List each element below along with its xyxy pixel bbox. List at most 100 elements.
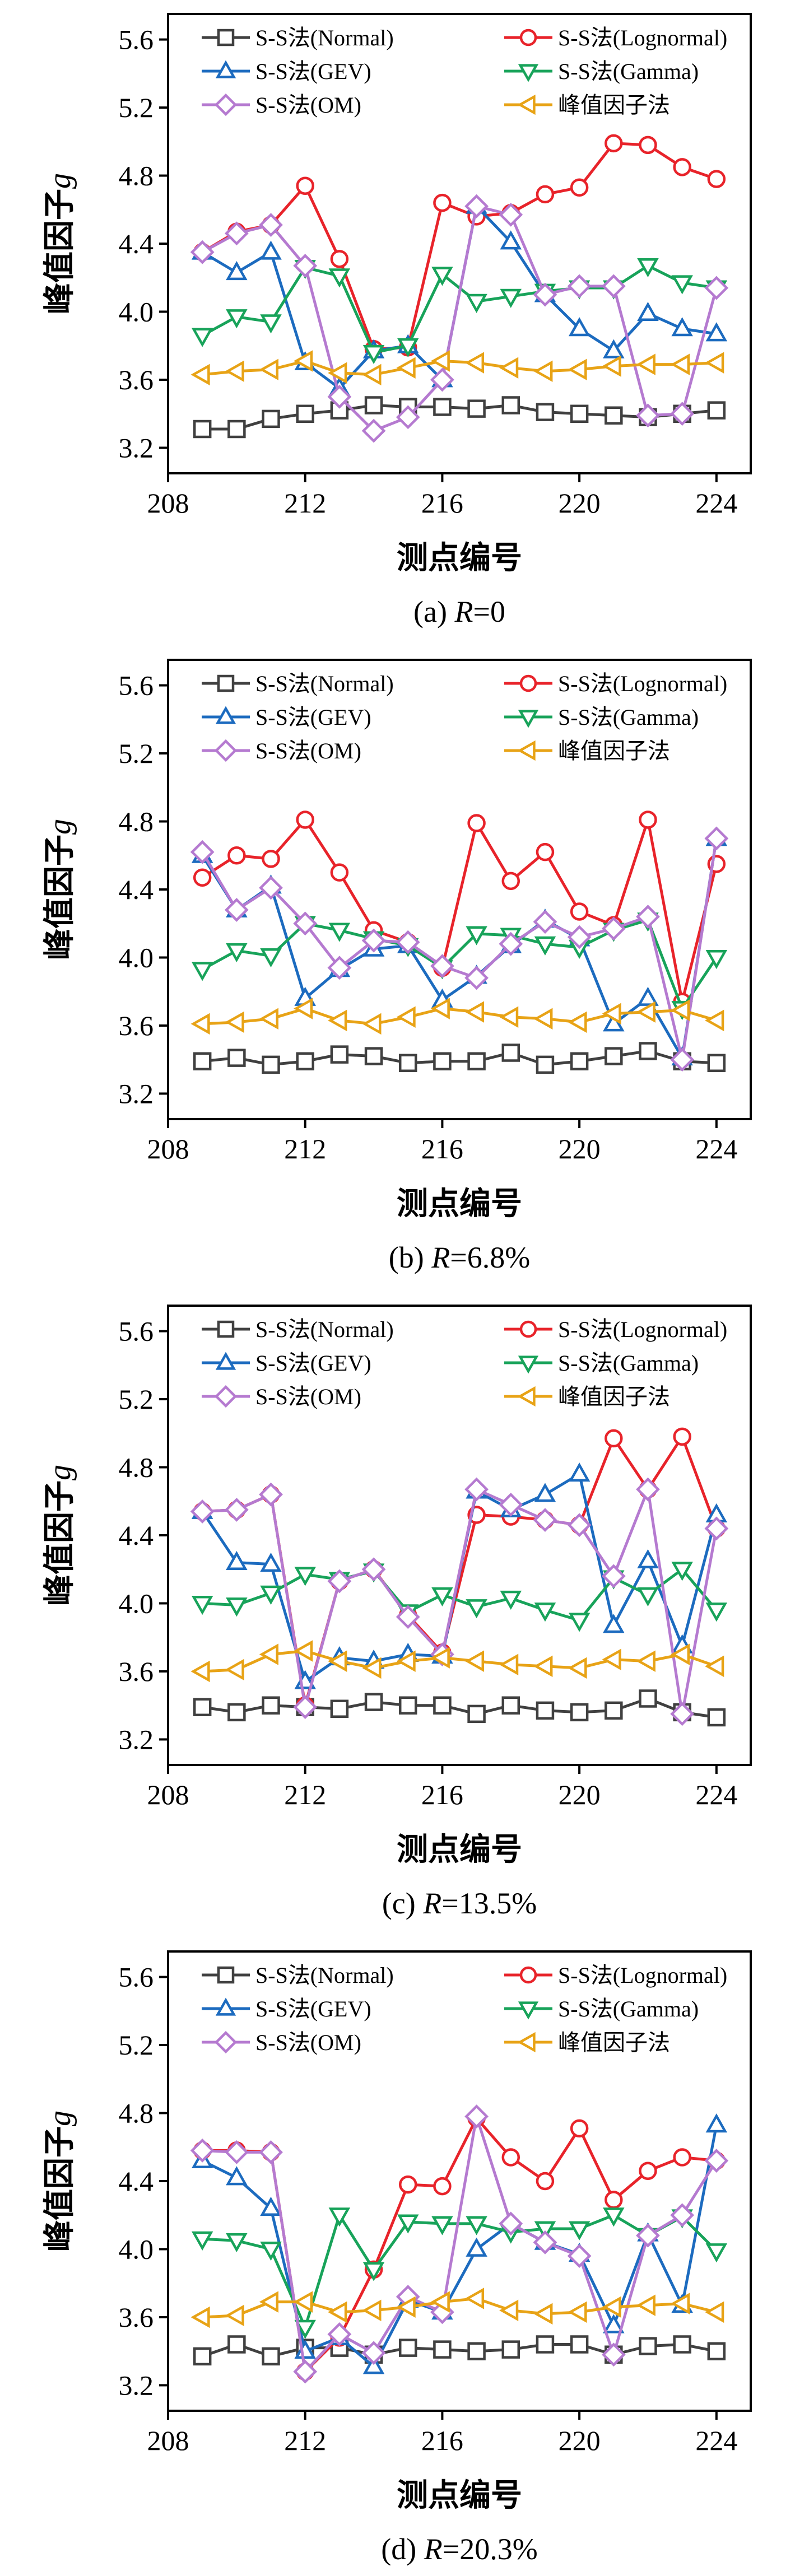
legend-marker <box>518 710 539 728</box>
data-point <box>294 1567 316 1586</box>
data-point <box>466 294 487 313</box>
data-point <box>294 2319 316 2339</box>
data-point <box>534 936 556 956</box>
y-axis-title-variable: g <box>43 2111 77 2126</box>
y-tick-label: 4.0 <box>119 942 154 973</box>
data-point <box>639 2337 657 2355</box>
data-point <box>226 943 248 963</box>
data-point <box>190 2138 215 2163</box>
data-point <box>398 2175 417 2194</box>
data-point <box>639 1042 657 1060</box>
panel-caption: (a) R=0 <box>413 595 505 628</box>
data-point <box>467 1704 486 1723</box>
legend-item: S-S法(Lognormal) <box>504 25 727 50</box>
data-point <box>570 404 589 423</box>
data-point <box>433 1052 452 1070</box>
data-point <box>327 384 352 409</box>
x-tick-label: 212 <box>284 1133 326 1164</box>
data-point <box>226 309 248 329</box>
series-line <box>202 1050 717 1066</box>
data-point <box>294 350 313 372</box>
data-point <box>328 923 351 942</box>
data-point <box>533 1655 553 1678</box>
data-point <box>464 194 489 218</box>
legend-label: 峰值因子法 <box>558 1384 670 1409</box>
data-point <box>328 2301 347 2323</box>
data-point <box>430 1647 450 1669</box>
data-point <box>501 2148 520 2167</box>
x-tick-label: 224 <box>695 487 737 519</box>
data-point <box>464 1001 485 1023</box>
data-point <box>259 213 283 237</box>
y-axis-title: 峰值因子g <box>43 173 77 314</box>
data-point <box>260 1585 282 1605</box>
data-point <box>636 2294 655 2316</box>
data-point <box>361 2341 386 2365</box>
x-tick-label: 208 <box>147 2425 189 2456</box>
data-point <box>570 2119 589 2138</box>
legend-item: S-S法(GEV) <box>202 1996 371 2021</box>
data-point <box>534 1483 556 1502</box>
y-tick-label: 3.6 <box>119 2302 154 2333</box>
legend-item: S-S法(OM) <box>202 738 361 763</box>
y-tick-label: 4.4 <box>119 228 154 259</box>
data-point <box>327 2322 352 2346</box>
data-point <box>705 1655 724 1678</box>
data-point <box>396 1650 416 1672</box>
data-point <box>330 1045 349 1064</box>
caption-value: =0 <box>473 595 505 628</box>
legend-item: S-S法(Normal) <box>202 671 394 696</box>
series-6 <box>190 998 724 1035</box>
data-point <box>262 409 280 428</box>
data-point <box>673 1427 691 1446</box>
data-point <box>364 1047 383 1065</box>
data-point <box>330 1699 349 1718</box>
legend-label: S-S法(OM) <box>255 2030 361 2055</box>
data-point <box>568 1011 587 1033</box>
y-axis-title: 峰值因子g <box>43 2111 77 2252</box>
y-axis-title: 峰值因子g <box>43 819 77 960</box>
legend-label: S-S法(Gamma) <box>558 1996 699 2021</box>
legend-label: S-S法(GEV) <box>255 1996 371 2021</box>
y-tick-label: 4.8 <box>119 2098 154 2129</box>
data-point <box>362 344 385 365</box>
data-point <box>705 2301 724 2323</box>
data-point <box>707 2342 726 2360</box>
y-axis-title-variable: g <box>43 819 77 835</box>
data-point <box>499 1653 519 1676</box>
data-point <box>568 1462 591 1482</box>
data-point <box>224 221 249 246</box>
data-point <box>639 2162 657 2181</box>
legend-label: S-S法(OM) <box>255 1384 361 1409</box>
data-point <box>670 1047 695 1072</box>
legend-marker <box>519 674 537 692</box>
legend-marker <box>214 2030 238 2054</box>
chart-panel-c: 208 212 216 220 224 3.2 3.6 4.0 4.4 4.8 5.2 5.6 测点编号… <box>43 1305 752 1920</box>
y-axis-title-variable: g <box>43 173 77 189</box>
data-point <box>225 1659 244 1681</box>
legend-label: S-S法(Lognormal) <box>558 25 727 50</box>
data-point <box>293 254 318 278</box>
series-1 <box>193 2335 726 2366</box>
data-point <box>501 2340 520 2359</box>
series-line <box>202 1697 717 1719</box>
data-point <box>224 1498 249 1522</box>
y-tick-label: 4.4 <box>119 874 154 905</box>
data-point <box>397 2214 419 2234</box>
data-point <box>191 2231 213 2251</box>
data-point <box>464 352 485 374</box>
legend-item: S-S法(GEV) <box>202 705 371 730</box>
series-line <box>201 919 718 1010</box>
data-point <box>636 1477 660 1502</box>
y-tick-label: 4.4 <box>119 1520 154 1551</box>
legend-label: S-S法(GEV) <box>255 705 371 730</box>
data-point <box>259 2291 278 2313</box>
y-tick-label: 3.2 <box>119 2369 154 2401</box>
y-axis-title: 峰值因子g <box>43 1465 77 1606</box>
series-line <box>202 2115 718 2373</box>
data-point <box>671 317 693 337</box>
data-point <box>293 2359 318 2384</box>
data-point <box>259 875 283 900</box>
data-point <box>433 193 452 212</box>
data-point <box>364 396 383 414</box>
